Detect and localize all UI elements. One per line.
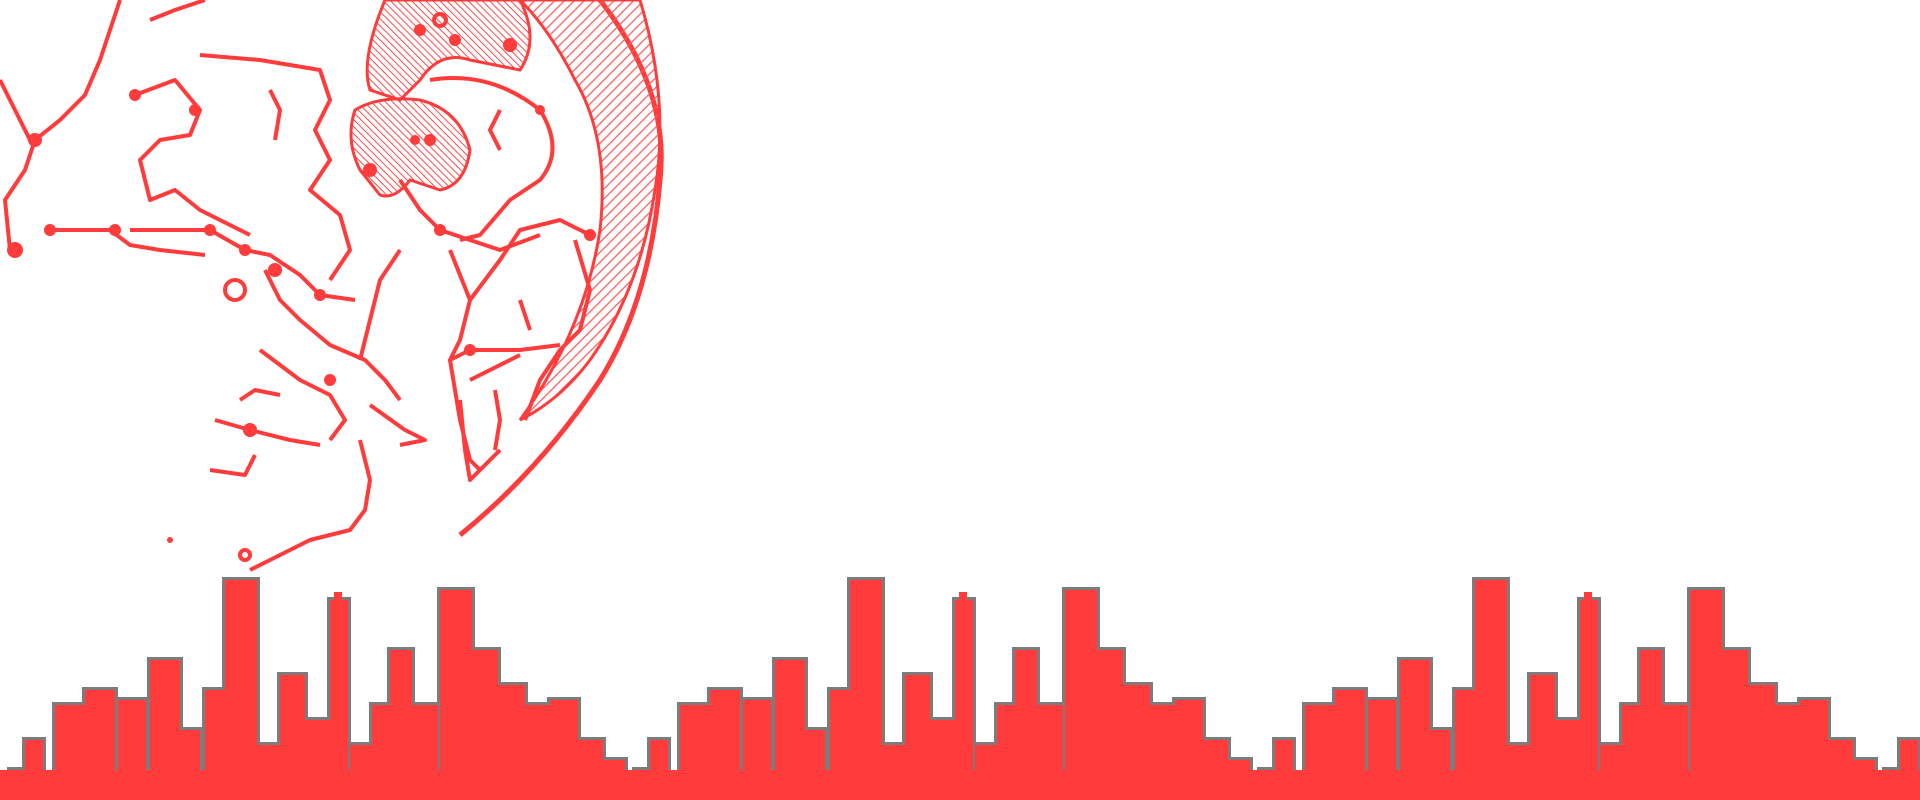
globe-hatched-region: [365, 0, 532, 102]
building: [1065, 590, 1097, 800]
building: [225, 580, 257, 800]
building: [1015, 650, 1037, 800]
skyline-ground: [0, 770, 1920, 800]
building-spire: [959, 592, 967, 632]
building: [1475, 580, 1507, 800]
building: [850, 580, 882, 800]
building: [440, 590, 472, 800]
building: [1580, 600, 1598, 800]
building-spire: [1584, 592, 1592, 632]
building: [330, 600, 348, 800]
globe-network-nodes: [7, 24, 596, 543]
building: [1690, 590, 1722, 800]
building-spire: [334, 592, 342, 632]
globe-network-icon: [0, 0, 664, 572]
building: [955, 600, 973, 800]
city-skyline-icon: [0, 577, 1920, 800]
globe-hatched-crescent: [517, 0, 662, 422]
globe-hatched-region: [349, 97, 472, 198]
building: [1640, 650, 1662, 800]
building: [390, 650, 412, 800]
globe-continents: [0, 0, 592, 572]
